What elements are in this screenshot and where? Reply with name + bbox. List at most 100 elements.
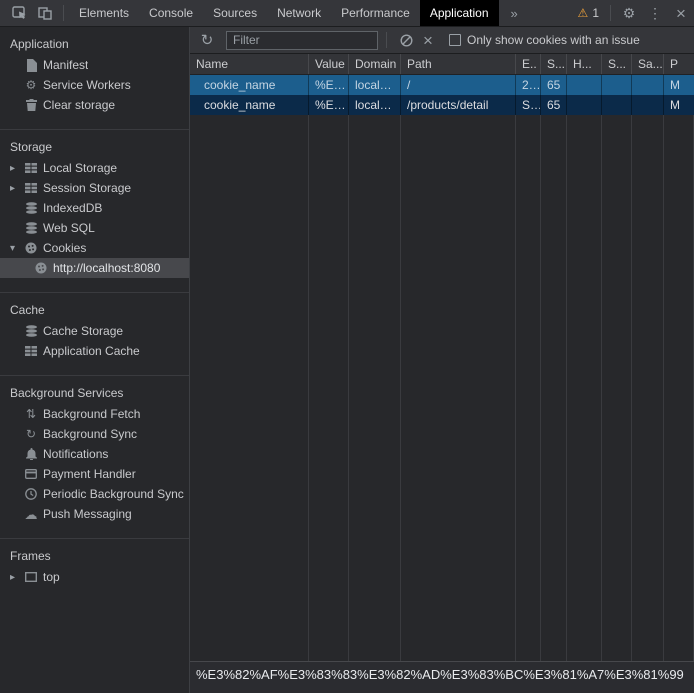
tab-application[interactable]: Application xyxy=(419,0,499,26)
cell-size: 65 xyxy=(541,75,567,95)
sidebar-item-frame-top[interactable]: ▸ top xyxy=(0,567,189,587)
cell-value: %E… xyxy=(309,95,349,115)
sidebar-item-cache-storage[interactable]: Cache Storage xyxy=(0,321,189,341)
empty-column xyxy=(516,115,541,661)
warning-icon: ⚠ xyxy=(577,6,589,20)
cell-expires: 2… xyxy=(516,75,541,95)
filter-input[interactable] xyxy=(226,30,378,50)
close-icon: × xyxy=(676,3,686,23)
sidebar-item-indexeddb[interactable]: IndexedDB xyxy=(0,198,189,218)
tab-network[interactable]: Network xyxy=(277,6,322,20)
cookies-table-empty-area xyxy=(190,115,694,661)
column-header-value[interactable]: Value xyxy=(309,54,349,74)
cell-expires: S… xyxy=(516,95,541,115)
devtools-menu-button[interactable]: ⋮ xyxy=(642,0,668,26)
cell-priority: M xyxy=(670,78,680,92)
inspect-element-button[interactable] xyxy=(6,0,32,26)
sidebar-item-label: Clear storage xyxy=(43,98,116,112)
tab-performance[interactable]: Performance xyxy=(341,6,410,20)
device-toolbar-icon xyxy=(38,6,52,20)
cell-name: cookie_name xyxy=(190,75,309,95)
chevron-right-icon: ▸ xyxy=(10,571,16,583)
sidebar-item-cookies-localhost-8080[interactable]: http://localhost:8080 xyxy=(0,258,189,278)
sidebar-section-storage: Storage ▸ Local Storage ▸ Session Storag… xyxy=(0,129,189,278)
toolbar-divider xyxy=(610,5,611,21)
column-header-samesite[interactable]: Sa... xyxy=(632,54,664,74)
sidebar-item-manifest[interactable]: Manifest xyxy=(0,55,189,75)
clear-cookies-button[interactable] xyxy=(395,28,417,52)
column-header-expires[interactable]: E.. xyxy=(516,54,541,74)
column-header-size[interactable]: S... xyxy=(541,54,567,74)
frame-icon xyxy=(24,572,38,582)
sidebar-item-label: Manifest xyxy=(43,58,89,72)
refresh-icon: ↻ xyxy=(200,32,214,49)
sidebar-item-label: Application Cache xyxy=(43,344,140,358)
section-title-background-services: Background Services xyxy=(10,386,124,400)
chevron-right-icon: ▸ xyxy=(10,162,16,174)
sidebar-item-web-sql[interactable]: Web SQL xyxy=(0,218,189,238)
inspect-cursor-icon xyxy=(11,6,27,20)
sidebar-item-service-workers[interactable]: ⚙ Service Workers xyxy=(0,75,189,95)
toolbar-divider xyxy=(386,32,387,48)
delete-selected-button[interactable]: × xyxy=(417,28,439,52)
application-panel: Application Manifest ⚙ Service Workers C… xyxy=(0,27,694,693)
issues-badge[interactable]: ⚠ 1 xyxy=(572,6,605,20)
cookie-icon xyxy=(34,262,48,274)
sidebar-item-periodic-background-sync[interactable]: Periodic Background Sync xyxy=(0,484,189,504)
table-icon xyxy=(24,183,38,193)
sidebar-item-application-cache[interactable]: Application Cache xyxy=(0,341,189,361)
sidebar-item-background-sync[interactable]: ↻ Background Sync xyxy=(0,424,189,444)
tab-sources[interactable]: Sources xyxy=(213,6,258,20)
sidebar-item-label: Background Fetch xyxy=(43,407,141,421)
application-sidebar: Application Manifest ⚙ Service Workers C… xyxy=(0,27,190,693)
document-icon xyxy=(24,58,38,72)
column-header-httponly[interactable]: H... xyxy=(567,54,602,74)
sidebar-section-background-services: Background Services ⇅ Background Fetch ↻… xyxy=(0,375,189,524)
tab-console[interactable]: Console xyxy=(149,6,194,20)
cloud-icon: ☁ xyxy=(24,506,38,522)
sidebar-item-local-storage[interactable]: ▸ Local Storage xyxy=(0,158,189,178)
empty-column xyxy=(632,115,664,661)
x-icon: × xyxy=(423,30,433,50)
database-icon xyxy=(24,325,38,337)
cell-path: / xyxy=(401,75,516,95)
refresh-button[interactable]: ↻ xyxy=(196,28,218,52)
cell-samesite xyxy=(632,75,664,95)
empty-column xyxy=(541,115,567,661)
cookies-view: ↻ × Only show cookies with an issue Name… xyxy=(190,27,694,693)
sidebar-item-notifications[interactable]: Notifications xyxy=(0,444,189,464)
cell-size: 65 xyxy=(541,95,567,115)
column-header-domain[interactable]: Domain xyxy=(349,54,401,74)
sidebar-item-background-fetch[interactable]: ⇅ Background Fetch xyxy=(0,404,189,424)
sidebar-item-label: Background Sync xyxy=(43,427,138,441)
cookie-row[interactable]: cookie_name %E… local… /products/detail … xyxy=(190,95,694,115)
trash-icon xyxy=(24,99,38,111)
only-issues-checkbox[interactable] xyxy=(449,34,461,46)
column-header-priority[interactable]: P xyxy=(670,57,679,71)
sidebar-item-label: Session Storage xyxy=(43,181,132,195)
sidebar-item-cookies[interactable]: ▾ Cookies xyxy=(0,238,189,258)
block-icon xyxy=(399,33,413,47)
device-toolbar-button[interactable] xyxy=(32,0,58,26)
sidebar-item-session-storage[interactable]: ▸ Session Storage xyxy=(0,178,189,198)
chevron-down-icon: ▾ xyxy=(10,242,16,254)
sidebar-item-label: top xyxy=(43,570,60,584)
column-header-secure[interactable]: S... xyxy=(602,54,632,74)
sidebar-item-payment-handler[interactable]: Payment Handler xyxy=(0,464,189,484)
table-icon xyxy=(24,346,38,356)
cell-samesite xyxy=(632,95,664,115)
more-tabs-chevron-icon[interactable]: » xyxy=(510,5,518,21)
sidebar-item-clear-storage[interactable]: Clear storage xyxy=(0,95,189,115)
tab-elements[interactable]: Elements xyxy=(79,6,130,20)
close-devtools-button[interactable]: × xyxy=(668,0,694,26)
cell-secure xyxy=(602,75,632,95)
cookie-row-selected[interactable]: cookie_name %E… local… / 2… 65 M xyxy=(190,75,694,95)
column-header-path[interactable]: Path xyxy=(401,54,516,74)
sidebar-section-frames: Frames ▸ top xyxy=(0,538,189,587)
section-title-cache: Cache xyxy=(10,303,45,317)
column-header-name[interactable]: Name xyxy=(190,54,309,74)
sidebar-item-push-messaging[interactable]: ☁ Push Messaging xyxy=(0,504,189,524)
gear-icon: ⚙ xyxy=(25,78,37,92)
settings-button[interactable]: ⚙ xyxy=(616,0,642,26)
